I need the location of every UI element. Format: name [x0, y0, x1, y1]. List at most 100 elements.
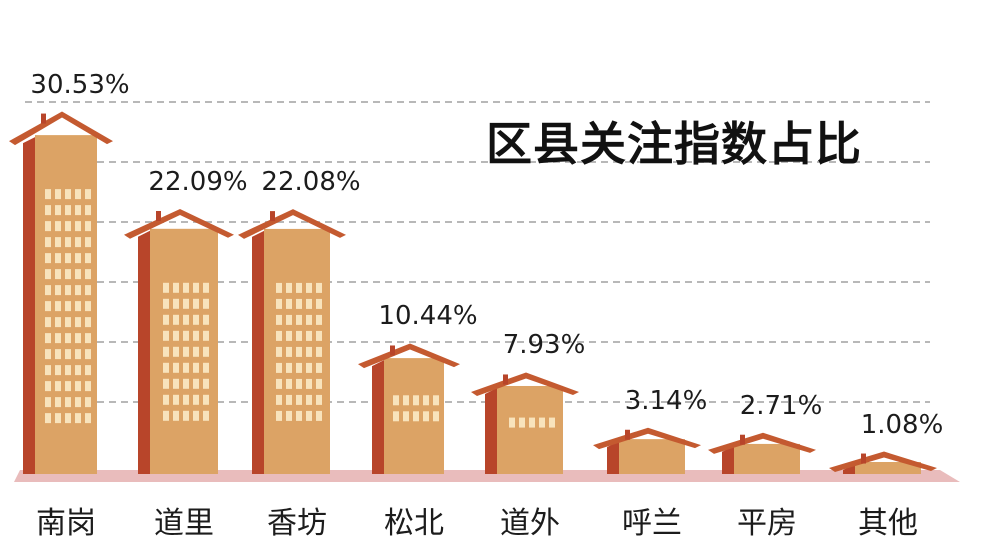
bar-window	[173, 330, 179, 341]
bar-window	[85, 189, 91, 200]
bar-window	[193, 314, 199, 325]
bar-chimney	[156, 210, 161, 221]
bar-window	[403, 411, 409, 422]
category-label: 平房	[737, 506, 797, 541]
bar-roof	[238, 209, 346, 239]
bar-window	[203, 282, 209, 293]
bar-window	[173, 346, 179, 357]
bar-window	[173, 298, 179, 309]
bar-front	[734, 443, 800, 474]
bar-window	[65, 413, 71, 424]
bar-window	[45, 381, 51, 392]
bar-window	[65, 253, 71, 264]
bar-window	[286, 362, 292, 373]
bar-window	[65, 269, 71, 280]
bar-window	[45, 221, 51, 232]
bar-window	[539, 417, 545, 428]
bar-window	[183, 362, 189, 373]
value-label: 30.53%	[30, 69, 130, 100]
bar-window	[55, 253, 61, 264]
bar-window	[55, 349, 61, 360]
bar-window	[55, 413, 61, 424]
bar-window	[45, 205, 51, 216]
bar-window	[183, 298, 189, 309]
bar-window	[75, 269, 81, 280]
bar-window	[193, 282, 199, 293]
bar-window	[45, 253, 51, 264]
bar-window	[549, 417, 555, 428]
bar	[829, 451, 937, 474]
bar-window	[183, 314, 189, 325]
category-label: 道里	[154, 506, 214, 541]
bar-window	[55, 397, 61, 408]
bar-window	[286, 394, 292, 405]
bar-window	[55, 333, 61, 344]
bar-window	[75, 381, 81, 392]
bar-front	[619, 439, 685, 474]
bar-side	[372, 360, 384, 474]
bar-window	[45, 365, 51, 376]
bar-window	[183, 410, 189, 421]
bar-window	[75, 285, 81, 296]
bar-window	[85, 413, 91, 424]
bar-window	[45, 317, 51, 328]
bar-window	[316, 346, 322, 357]
bar-window	[163, 330, 169, 341]
bar-window	[286, 314, 292, 325]
bar-window	[75, 365, 81, 376]
bar-window	[183, 346, 189, 357]
bar-window	[306, 282, 312, 293]
bar-chimney	[270, 211, 275, 222]
bar-window	[85, 381, 91, 392]
bar-window	[45, 413, 51, 424]
bar-window	[286, 378, 292, 389]
value-label: 1.08%	[860, 409, 944, 440]
bar-window	[276, 298, 282, 309]
bar-window	[193, 330, 199, 341]
bar-roof	[9, 111, 113, 146]
bar-window	[203, 298, 209, 309]
bar-roof	[358, 343, 460, 369]
bar-chimney	[625, 429, 630, 440]
bar-window	[529, 417, 535, 428]
category-label: 松北	[384, 506, 444, 541]
bar-window	[193, 346, 199, 357]
bar-window	[183, 378, 189, 389]
bar	[358, 343, 460, 474]
bar-window	[45, 269, 51, 280]
bar-window	[183, 394, 189, 405]
bar-roof	[124, 208, 234, 239]
category-label: 南岗	[36, 506, 96, 541]
bar-window	[316, 410, 322, 421]
bar-side	[138, 230, 150, 474]
bar-window	[85, 237, 91, 248]
value-label: 22.09%	[148, 166, 248, 197]
bar-window	[306, 378, 312, 389]
bar-roof	[708, 432, 816, 454]
bar-window	[519, 417, 525, 428]
bar-window	[75, 205, 81, 216]
bar-window	[85, 301, 91, 312]
bar-chimney	[861, 453, 866, 464]
bar-window	[316, 314, 322, 325]
category-label: 道外	[500, 506, 560, 541]
bar-window	[183, 282, 189, 293]
bar-window	[393, 411, 399, 422]
bar-window	[163, 314, 169, 325]
bar-window	[203, 362, 209, 373]
bar-window	[163, 298, 169, 309]
bar-window	[45, 333, 51, 344]
bar-window	[85, 317, 91, 328]
bar-window	[55, 269, 61, 280]
bar-window	[173, 394, 179, 405]
bar-window	[193, 394, 199, 405]
bar-window	[276, 394, 282, 405]
bar-side	[252, 230, 264, 474]
bar-window	[296, 298, 302, 309]
bar-window	[45, 237, 51, 248]
chart-title: 区县关注指数占比	[486, 117, 862, 171]
bar-window	[173, 410, 179, 421]
bar-window	[316, 378, 322, 389]
bars	[9, 111, 937, 474]
